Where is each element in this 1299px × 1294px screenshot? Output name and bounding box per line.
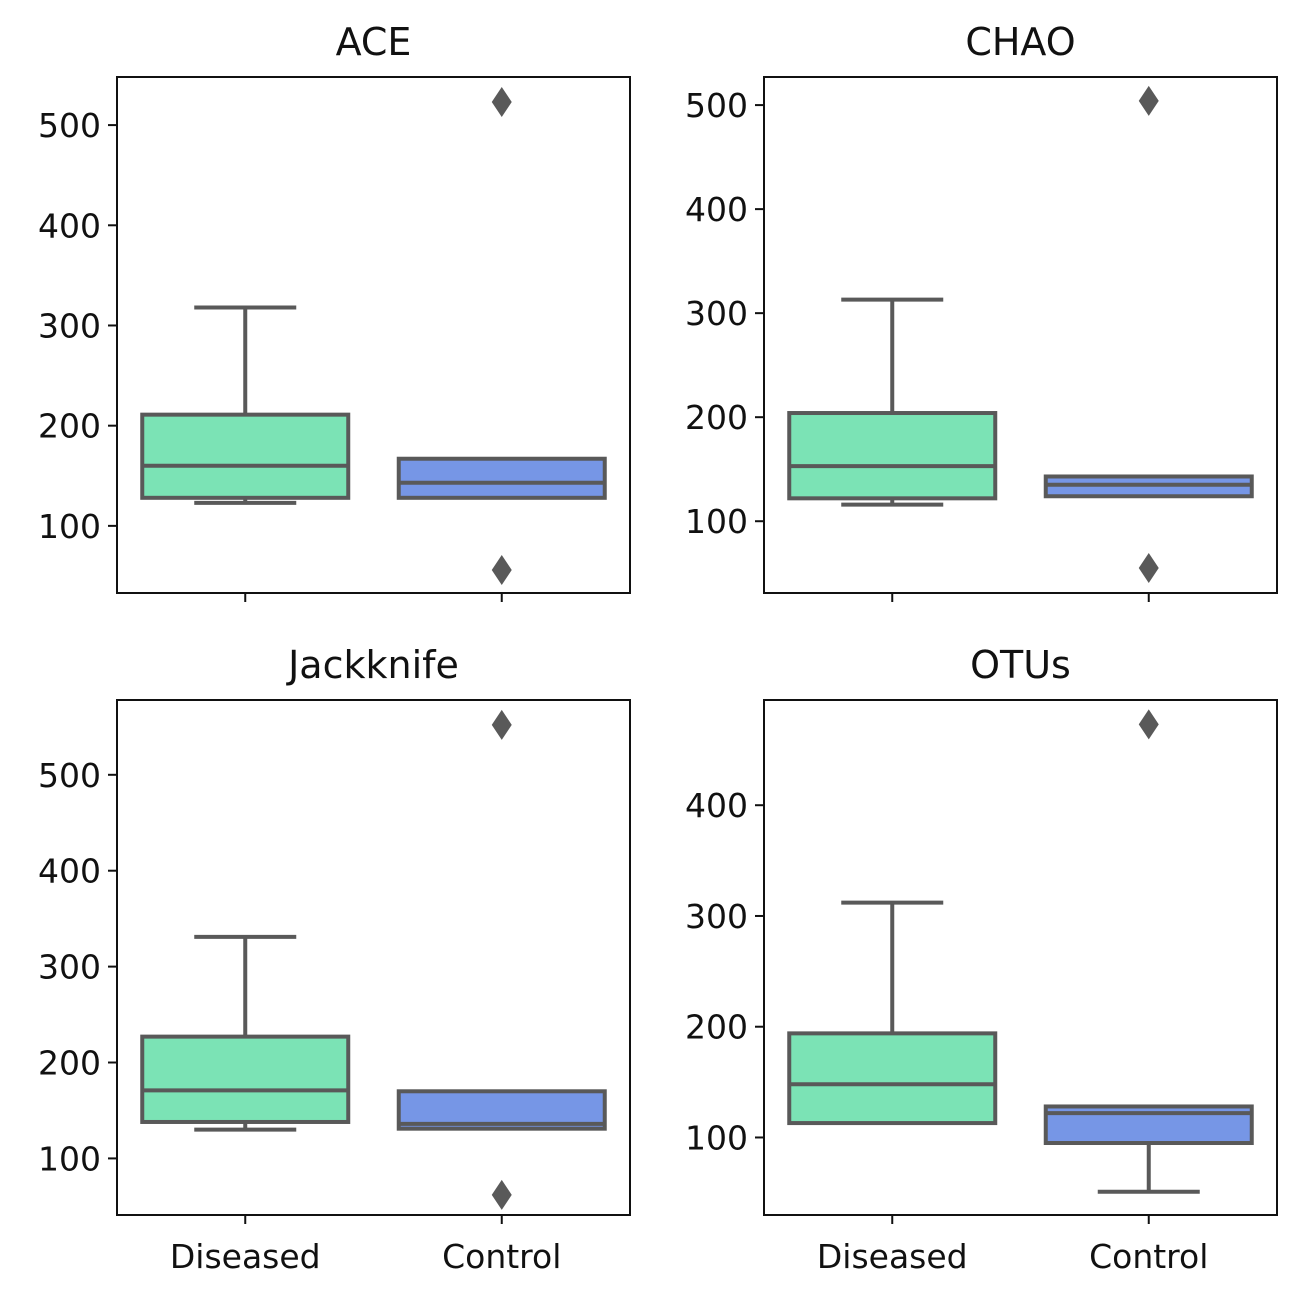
ace-ytick-label-300: 300 bbox=[38, 306, 101, 345]
ace-diseased-box bbox=[140, 412, 351, 500]
chao-ytick-label-400: 400 bbox=[685, 190, 748, 229]
ace-ytick-label-400: 400 bbox=[38, 206, 101, 245]
ace-ytick-label-200: 200 bbox=[38, 407, 101, 446]
otus-axes-frame bbox=[763, 699, 1278, 1216]
ace-ytick-label-100: 100 bbox=[38, 507, 101, 546]
ace-ytick-label-500: 500 bbox=[38, 106, 101, 145]
chao-diseased-box bbox=[787, 411, 998, 501]
chao-ytick-label-500: 500 bbox=[685, 86, 748, 125]
otus-xtick-label-diseased: Diseased bbox=[817, 1237, 968, 1276]
otus-ytick-label-400: 400 bbox=[685, 786, 748, 825]
chao-axes-frame bbox=[763, 76, 1278, 594]
jackknife-xtick-label-control: Control bbox=[442, 1237, 561, 1276]
chao-control-outlier-1 bbox=[1138, 553, 1159, 584]
otus-title: OTUs bbox=[970, 643, 1071, 687]
ace-control-outlier-0 bbox=[491, 87, 512, 118]
chao-control-outlier-0 bbox=[1138, 85, 1159, 116]
jackknife-title: Jackknife bbox=[286, 643, 459, 687]
ace-title: ACE bbox=[336, 20, 412, 64]
otus-xtick-label-control: Control bbox=[1089, 1237, 1208, 1276]
jackknife-ytick-label-200: 200 bbox=[38, 1044, 101, 1083]
otus-ytick-label-300: 300 bbox=[685, 897, 748, 936]
otus-ytick-label-100: 100 bbox=[685, 1118, 748, 1157]
jackknife-diseased-box bbox=[140, 1034, 351, 1124]
jackknife-ytick-label-500: 500 bbox=[38, 756, 101, 795]
jackknife-xtick-label-diseased: Diseased bbox=[170, 1237, 321, 1276]
otus-control-outlier-0 bbox=[1138, 709, 1159, 740]
otus-ytick-label-200: 200 bbox=[685, 1008, 748, 1047]
ace-control-outlier-1 bbox=[491, 554, 512, 585]
jackknife-axes-frame bbox=[116, 699, 631, 1216]
jackknife-ytick-label-300: 300 bbox=[38, 948, 101, 987]
ace-control-box bbox=[396, 456, 607, 500]
jackknife-control-outlier-0 bbox=[491, 709, 512, 740]
jackknife-control-outlier-1 bbox=[491, 1179, 512, 1210]
ace-axes-frame bbox=[116, 76, 631, 594]
chao-title: CHAO bbox=[965, 20, 1075, 64]
chao-ytick-label-200: 200 bbox=[685, 398, 748, 437]
otus-diseased-box bbox=[787, 1031, 998, 1126]
jackknife-ytick-label-100: 100 bbox=[38, 1139, 101, 1178]
jackknife-ytick-label-400: 400 bbox=[38, 852, 101, 891]
chao-ytick-label-100: 100 bbox=[685, 502, 748, 541]
chao-ytick-label-300: 300 bbox=[685, 294, 748, 333]
